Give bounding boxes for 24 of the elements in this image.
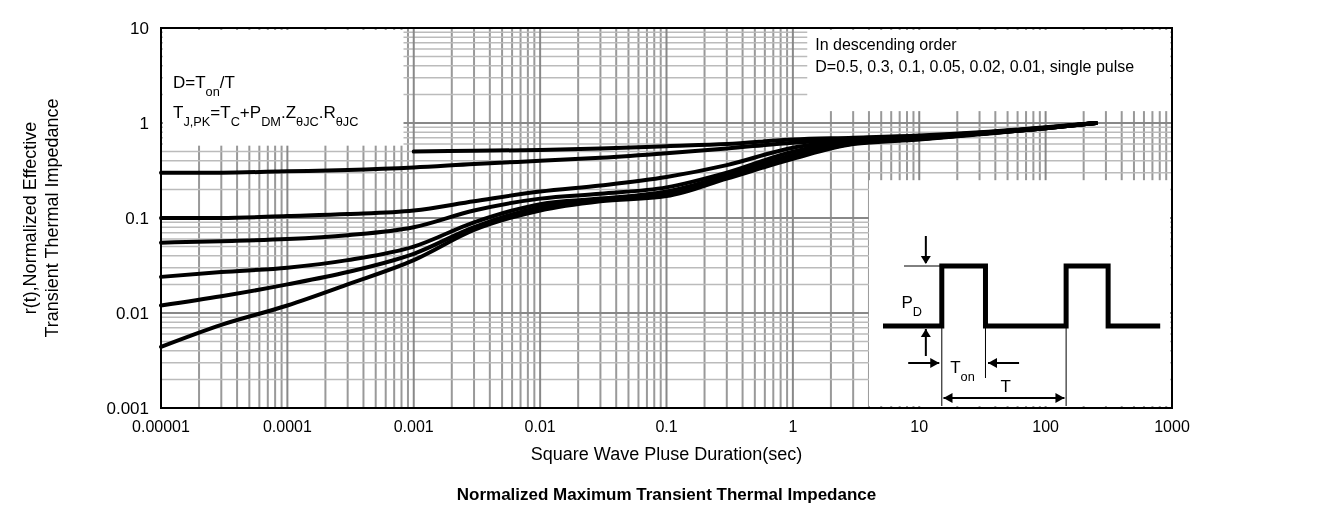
- x-axis-title: Square Wave Pluse Duration(sec): [530, 444, 803, 464]
- y-tick-label: 10: [130, 19, 149, 38]
- annotation: D=0.5, 0.3, 0.1, 0.05, 0.02, 0.01, single pulse: [815, 58, 1135, 75]
- x-tick-label: 0.0001: [262, 418, 312, 435]
- annotation: P$_{D}$: [901, 293, 923, 319]
- x-tick-label: 0.01: [524, 418, 556, 435]
- annotation: T$_{on}$: [950, 358, 975, 384]
- x-tick-label: 1000: [1154, 418, 1190, 435]
- annotation: In descending order: [815, 36, 958, 53]
- annotation: D=T$_{on}$/T: [173, 73, 235, 99]
- x-tick-label: 100: [1032, 418, 1060, 435]
- text: Normalized Maximum Transient Thermal Impedance: [456, 485, 877, 504]
- x-tick-label: 1: [788, 418, 798, 435]
- y-tick-label: 1: [139, 114, 149, 133]
- x-tick-label: 0.001: [393, 418, 434, 435]
- x-tick-label: 0.00001: [132, 418, 191, 435]
- x-tick-label: 0.1: [655, 418, 678, 435]
- y-tick-label: 0.01: [115, 304, 149, 323]
- annotation: T: [1000, 377, 1011, 396]
- y-tick-label: 0.1: [125, 209, 149, 228]
- y-axis-title: r(t),Normalized Effective Transient Thermal Impedance: [20, 98, 62, 338]
- x-tick-label: 10: [910, 418, 929, 435]
- text: T$_{J,PK}$=T$_{C}$+P$_{DM}$.Z$_{θJC}$.R$_{θJC}$: [173, 103, 359, 129]
- y-tick-label: 0.001: [106, 399, 149, 418]
